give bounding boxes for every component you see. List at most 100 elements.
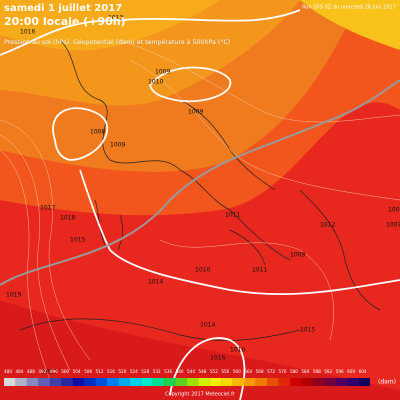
colorbar-swatch (301, 378, 313, 386)
colorbar-label: 560 (233, 369, 241, 374)
isobar-label: 1017 (40, 205, 55, 212)
subtitle: Pression au sol (hPa), Géopotentiel (dam… (4, 38, 230, 46)
colorbar-label: 572 (267, 369, 275, 374)
colorbar-swatch (118, 378, 130, 386)
isobar-label: 1015 (70, 237, 85, 244)
contour (149, 66, 232, 103)
isobar-label: 1007 (386, 222, 400, 229)
colorbar-label: 568 (256, 369, 264, 374)
colorbar-swatch (49, 378, 62, 386)
coast (229, 189, 381, 311)
colorbar-swatch (221, 378, 233, 386)
colorbar-label: 508 (84, 369, 92, 374)
date: samedi 1 juillet 2017 (4, 3, 122, 14)
contour (169, 337, 246, 400)
colorbar-label: 596 (336, 369, 344, 374)
colorbar-label: 544 (187, 369, 195, 374)
colorbar-label: 516 (107, 369, 115, 374)
isobar-label: 1012 (320, 222, 335, 229)
colorbar-label: 576 (279, 369, 287, 374)
isobar-label: 1009 (110, 142, 125, 149)
isobar-label: 1009 (155, 69, 170, 76)
colorbar-label: 492 (38, 369, 46, 374)
colorbar-swatch (255, 378, 268, 386)
colorbar-swatch (106, 378, 119, 386)
coast (59, 39, 291, 261)
isobar-label: 1010 (230, 347, 245, 354)
isobar-label: 1010 (148, 79, 163, 86)
colorbar-label: 600 (347, 369, 355, 374)
isobar-label: 1016 (20, 29, 35, 36)
isotherm (0, 79, 400, 286)
colorbar-label: 532 (153, 369, 161, 374)
colorbar-label: 512 (96, 369, 104, 374)
colorbar-swatch (289, 378, 302, 386)
colorbar-swatch (358, 378, 370, 386)
isobar-label: 1013 (108, 15, 123, 22)
colorbar-label: 484 (15, 369, 23, 374)
colorbar-swatch (347, 378, 359, 386)
colorbar-label: 584 (301, 369, 309, 374)
colorbar-label: 536 (164, 369, 172, 374)
colorbar-label: 604 (359, 369, 367, 374)
colorbar-unit: (dam) (378, 379, 396, 386)
colorbar-swatch (187, 378, 199, 386)
colorbar-swatch (152, 378, 165, 386)
colorbar-label: 548 (198, 369, 206, 374)
colorbar-label: 564 (244, 369, 252, 374)
colorbar-swatch (278, 378, 290, 386)
colorbar-swatch (84, 378, 96, 386)
colorbar-swatch (244, 378, 256, 386)
colorbar-swatch (61, 378, 73, 386)
colorbar-swatch (38, 378, 50, 386)
colorbar-swatch (267, 378, 279, 386)
colorbar-swatch (175, 378, 187, 386)
colorbar-label: 496 (50, 369, 58, 374)
colorbar-label: 580 (290, 369, 298, 374)
colorbar-swatch (324, 378, 336, 386)
colorbar-label: 488 (27, 369, 35, 374)
colorbar-label: 524 (130, 369, 138, 374)
colorbar-swatch (141, 378, 153, 386)
isobar-label: 1016 (210, 355, 225, 362)
isobar-label: 1014 (148, 279, 163, 286)
colorbar-label: 540 (176, 369, 184, 374)
colorbar-swatch (335, 378, 348, 386)
isobar-label: 1017 (42, 369, 57, 376)
colorbar-swatch (72, 378, 85, 386)
colorbar-swatch (312, 378, 325, 386)
colorbar-label: 556 (221, 369, 229, 374)
isobar-label: 1008 (90, 129, 105, 136)
isobar-label: 1009 (290, 252, 305, 259)
isobar-label: 1009 (188, 109, 203, 116)
copyright: Copyright 2017 Meteociel.fr (165, 392, 236, 398)
field-amber (0, 0, 220, 51)
isobar-label: 1014 (200, 322, 215, 329)
isobar-label: 1019 (6, 292, 21, 299)
colorbar-label: 588 (313, 369, 321, 374)
colorbar-swatch (129, 378, 142, 386)
colorbar-swatch (26, 378, 39, 386)
colorbar-label: 500 (61, 369, 69, 374)
geopotential-contours (0, 9, 400, 400)
isobar-label: 1015 (300, 327, 315, 334)
field-yellow (300, 0, 400, 50)
colorbar-label: 552 (210, 369, 218, 374)
colorbar-swatch (4, 378, 16, 386)
run-info: Run GFS 0Z du mercredi 28 juin 2017 (302, 5, 396, 11)
colorbar-swatch (198, 378, 210, 386)
isobar-label: 1011 (225, 212, 240, 219)
field-deep-red (0, 300, 400, 400)
colorbar-label: 592 (324, 369, 332, 374)
isobar-label: 1018 (60, 215, 75, 222)
colorbar-swatch (232, 378, 245, 386)
isobar-label: 1006 (388, 207, 400, 214)
colorbar-label: 504 (73, 369, 81, 374)
colorbar-swatch (164, 378, 176, 386)
isobar-label: 1010 (195, 267, 210, 274)
low-contour (52, 107, 108, 161)
colorbar-swatch (15, 378, 27, 386)
isobar-label: 1011 (252, 267, 267, 274)
colorbar-swatch (95, 378, 107, 386)
